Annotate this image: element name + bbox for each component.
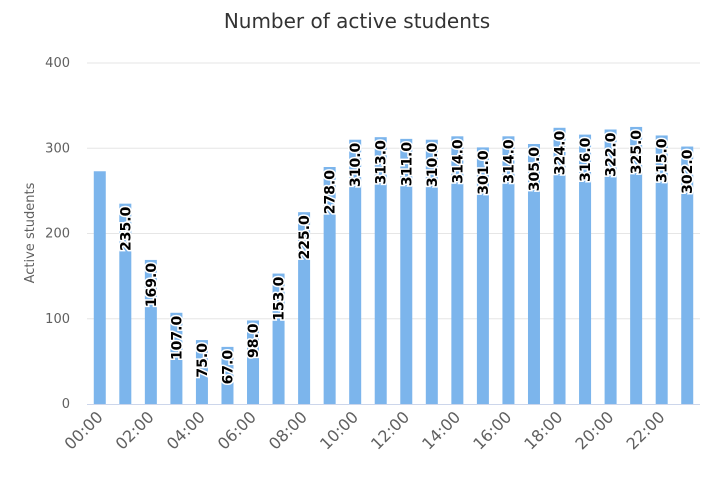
bar — [579, 134, 592, 405]
bar — [425, 139, 438, 404]
bar — [374, 137, 387, 405]
y-tick-label: 0 — [62, 397, 70, 412]
data-label: 278.0 — [323, 170, 339, 215]
data-label: 67.0 — [220, 350, 236, 385]
bar — [170, 312, 183, 404]
y-tick-label: 100 — [45, 312, 70, 327]
x-tick-label: 12:00 — [367, 407, 413, 453]
x-tick-label: 00:00 — [61, 407, 107, 453]
bar — [502, 136, 515, 404]
bar — [119, 203, 132, 404]
bar — [400, 138, 413, 404]
x-tick-label: 02:00 — [112, 407, 158, 453]
data-label: 325.0 — [629, 130, 645, 175]
y-tick-label: 200 — [45, 227, 70, 242]
data-label: 314.0 — [450, 139, 466, 184]
data-label: 98.0 — [246, 323, 262, 358]
chart-title: Number of active students — [224, 9, 490, 33]
data-label: 169.0 — [144, 263, 160, 308]
y-axis-label: Active students — [23, 182, 38, 283]
bar — [247, 320, 260, 404]
x-tick-label: 10:00 — [316, 407, 362, 453]
bar — [349, 139, 362, 404]
data-label: 235.0 — [118, 206, 134, 251]
bar — [476, 147, 489, 404]
data-label: 322.0 — [604, 132, 620, 177]
data-label: 301.0 — [476, 150, 492, 195]
bar — [298, 212, 311, 404]
x-axis-ticks: 00:00 02:00 04:00 06:00 08:00 10:00 12:00 14:00… — [61, 407, 669, 453]
bar — [630, 126, 643, 404]
data-label: 225.0 — [297, 215, 313, 260]
bar — [451, 136, 464, 404]
bar — [323, 167, 336, 404]
x-tick-label: 16:00 — [469, 407, 515, 453]
data-labels: 235.0 169.0 107.0 75.0 67.0 98.0 153.0 225.0 278… — [117, 128, 698, 386]
x-tick-label: 20:00 — [571, 407, 617, 453]
x-tick-label: 04:00 — [163, 407, 209, 453]
bar — [604, 129, 617, 404]
bar — [93, 171, 106, 404]
x-tick-label: 18:00 — [520, 407, 566, 453]
data-label: 316.0 — [578, 137, 594, 182]
x-tick-label: 14:00 — [418, 407, 464, 453]
data-label: 153.0 — [272, 276, 288, 321]
data-label: 313.0 — [374, 140, 390, 185]
bar — [681, 146, 694, 405]
data-label: 311.0 — [399, 142, 415, 187]
bar — [221, 346, 234, 404]
bar — [195, 340, 208, 404]
bars — [93, 126, 694, 405]
data-label: 310.0 — [348, 142, 364, 187]
data-label: 305.0 — [527, 147, 543, 192]
data-label: 310.0 — [425, 142, 441, 187]
bar — [553, 127, 566, 404]
data-label: 302.0 — [680, 149, 696, 194]
data-label: 75.0 — [195, 343, 211, 378]
y-axis-ticks: 0 100 200 300 400 — [45, 56, 70, 412]
grid-lines — [87, 62, 700, 320]
bar — [144, 259, 157, 404]
x-tick-label: 22:00 — [622, 407, 668, 453]
y-tick-label: 400 — [45, 56, 70, 71]
x-tick-label: 06:00 — [214, 407, 260, 453]
x-tick-label: 08:00 — [265, 407, 311, 453]
bar — [527, 143, 540, 405]
data-label: 314.0 — [501, 139, 517, 184]
data-label: 107.0 — [169, 316, 185, 361]
data-label: 324.0 — [553, 131, 569, 176]
data-label: 315.0 — [655, 138, 671, 183]
y-tick-label: 300 — [45, 141, 70, 156]
bar — [272, 273, 285, 404]
bar — [655, 135, 668, 404]
